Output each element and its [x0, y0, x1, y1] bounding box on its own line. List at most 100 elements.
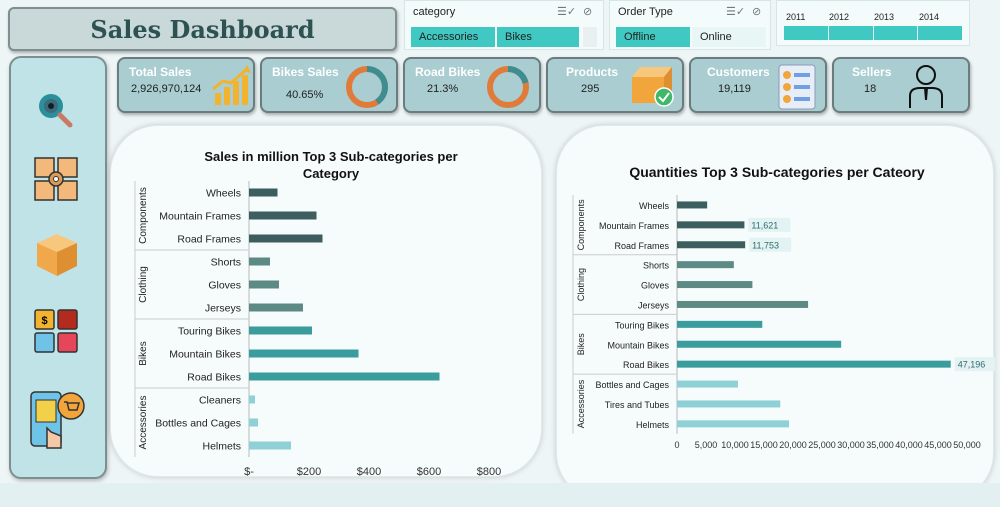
dashboard-title: Sales Dashboard [90, 14, 315, 44]
mobile-shopping-icon[interactable] [27, 388, 89, 452]
package-icon[interactable] [33, 230, 81, 278]
kpi-total-sales: Total Sales 2,926,970,124 [117, 57, 255, 113]
bar[interactable] [249, 280, 279, 289]
quantity-chart-title: Quantities Top 3 Sub-categories per Cate… [629, 164, 925, 180]
quantity-bar-chart: Wheels Mountain Frames 11,621 Road Frames 11… [572, 195, 995, 450]
data-label: 11,621 [751, 220, 778, 230]
clear-filter-icon[interactable]: ⊘ [752, 6, 762, 18]
bar[interactable] [249, 188, 278, 197]
category-label: Mountain Frames [599, 221, 670, 231]
clear-filter-icon[interactable]: ⊘ [583, 6, 593, 18]
growth-chart-icon [212, 65, 251, 105]
seller-person-icon [909, 65, 943, 108]
group-label: Bikes [138, 341, 149, 365]
magnifier-icon[interactable] [33, 88, 77, 132]
bar[interactable] [677, 221, 745, 229]
bar[interactable] [677, 340, 842, 348]
x-tick-label: 30,000 [837, 440, 865, 450]
slicer-scrollbar[interactable] [583, 27, 597, 47]
bar[interactable] [677, 360, 951, 368]
category-label: Road Bikes [187, 372, 241, 384]
bar[interactable] [677, 320, 763, 328]
order-type-slicer[interactable]: Order Type ☰✓ ⊘ Offline Online [609, 0, 771, 50]
year-label-2013: 2013 [874, 12, 895, 22]
category-label: Helmets [636, 420, 670, 430]
kpi-sellers-value: 18 [864, 83, 877, 95]
sales-bar-chart: Wheels Mountain Frames Road Frames Shorts Gl… [134, 181, 501, 478]
kpi-customers: Customers 19,119 [689, 57, 827, 113]
kpi-sellers: Sellers 18 [832, 57, 970, 113]
category-label: Gloves [208, 280, 241, 292]
year-label-2011: 2011 [786, 12, 806, 22]
category-label: Shorts [211, 257, 241, 269]
year-timeline-bar[interactable] [784, 26, 962, 40]
dashboard-title-box: Sales Dashboard [8, 7, 397, 51]
bar[interactable] [677, 300, 809, 308]
kpi-road-bikes-value: 21.3% [427, 83, 459, 95]
x-tick-label: $400 [357, 466, 381, 478]
x-tick-label: 10,000 [721, 440, 749, 450]
bar[interactable] [249, 395, 255, 404]
x-tick-label: $- [244, 466, 254, 478]
kpi-products-value: 295 [581, 83, 600, 95]
bar[interactable] [677, 201, 708, 209]
x-tick-label: 25,000 [808, 440, 836, 450]
data-label-bg [749, 237, 792, 252]
category-slicer[interactable]: category ☰✓ ⊘ Accessories Bikes [404, 0, 604, 50]
kpi-road-bikes-title: Road Bikes [415, 65, 481, 79]
bar[interactable] [677, 241, 746, 249]
x-tick-label: 35,000 [866, 440, 894, 450]
order-type-option-offline[interactable]: Offline [616, 27, 690, 47]
group-label: Components [576, 199, 586, 251]
bar[interactable] [249, 418, 258, 427]
bar[interactable] [677, 261, 734, 269]
kpi-road-bikes: Road Bikes 21.3% [403, 57, 541, 113]
category-label: Bottles and Cages [595, 380, 669, 390]
category-label: Touring Bikes [615, 320, 670, 330]
bar[interactable] [249, 234, 323, 243]
category-option-accessories[interactable]: Accessories [411, 27, 495, 47]
bar[interactable] [677, 281, 753, 289]
kpi-products: Products 295 [546, 57, 684, 113]
multi-select-icon[interactable]: ☰✓ [726, 6, 746, 18]
bar[interactable] [249, 257, 270, 266]
category-label: Mountain Bikes [607, 340, 669, 350]
x-tick-label: 15,000 [750, 440, 778, 450]
category-slicer-header: category [413, 6, 456, 18]
kpi-bikes-sales-value: 40.65% [286, 89, 324, 101]
road-bikes-ring [487, 66, 529, 108]
bikes-sales-ring [346, 66, 388, 108]
bar[interactable] [677, 420, 789, 428]
group-label: Clothing [576, 268, 586, 301]
bar[interactable] [249, 372, 440, 381]
multi-select-icon[interactable]: ☰✓ [557, 6, 577, 18]
bar[interactable] [249, 326, 312, 335]
category-label: Helmets [202, 441, 241, 453]
bar[interactable] [249, 441, 291, 450]
category-label: Gloves [641, 281, 670, 291]
bar[interactable] [677, 380, 738, 388]
x-tick-label: 20,000 [779, 440, 807, 450]
bar[interactable] [249, 303, 303, 312]
year-label-2012: 2012 [829, 12, 850, 22]
category-label: Mountain Frames [159, 211, 241, 223]
category-label: Tires and Tubes [605, 400, 670, 410]
finance-apps-icon[interactable]: $ [33, 308, 79, 354]
bar[interactable] [249, 211, 317, 220]
bar[interactable] [677, 400, 781, 408]
data-label-bg [748, 217, 791, 232]
group-label: Accessories [138, 396, 149, 450]
category-label: Mountain Bikes [169, 349, 241, 361]
x-tick-label: 45,000 [924, 440, 952, 450]
boxes-gear-icon[interactable] [33, 156, 79, 202]
category-label: Road Frames [614, 241, 669, 251]
bottom-strip [0, 483, 1000, 507]
sidebar: $ [9, 56, 107, 479]
x-tick-label: $200 [297, 466, 321, 478]
category-label: Jerseys [205, 303, 241, 315]
group-label: Accessories [576, 379, 586, 428]
order-type-option-online[interactable]: Online [692, 27, 766, 47]
category-option-bikes[interactable]: Bikes [497, 27, 579, 47]
bar[interactable] [249, 349, 359, 358]
category-label: Bottles and Cages [155, 418, 241, 430]
